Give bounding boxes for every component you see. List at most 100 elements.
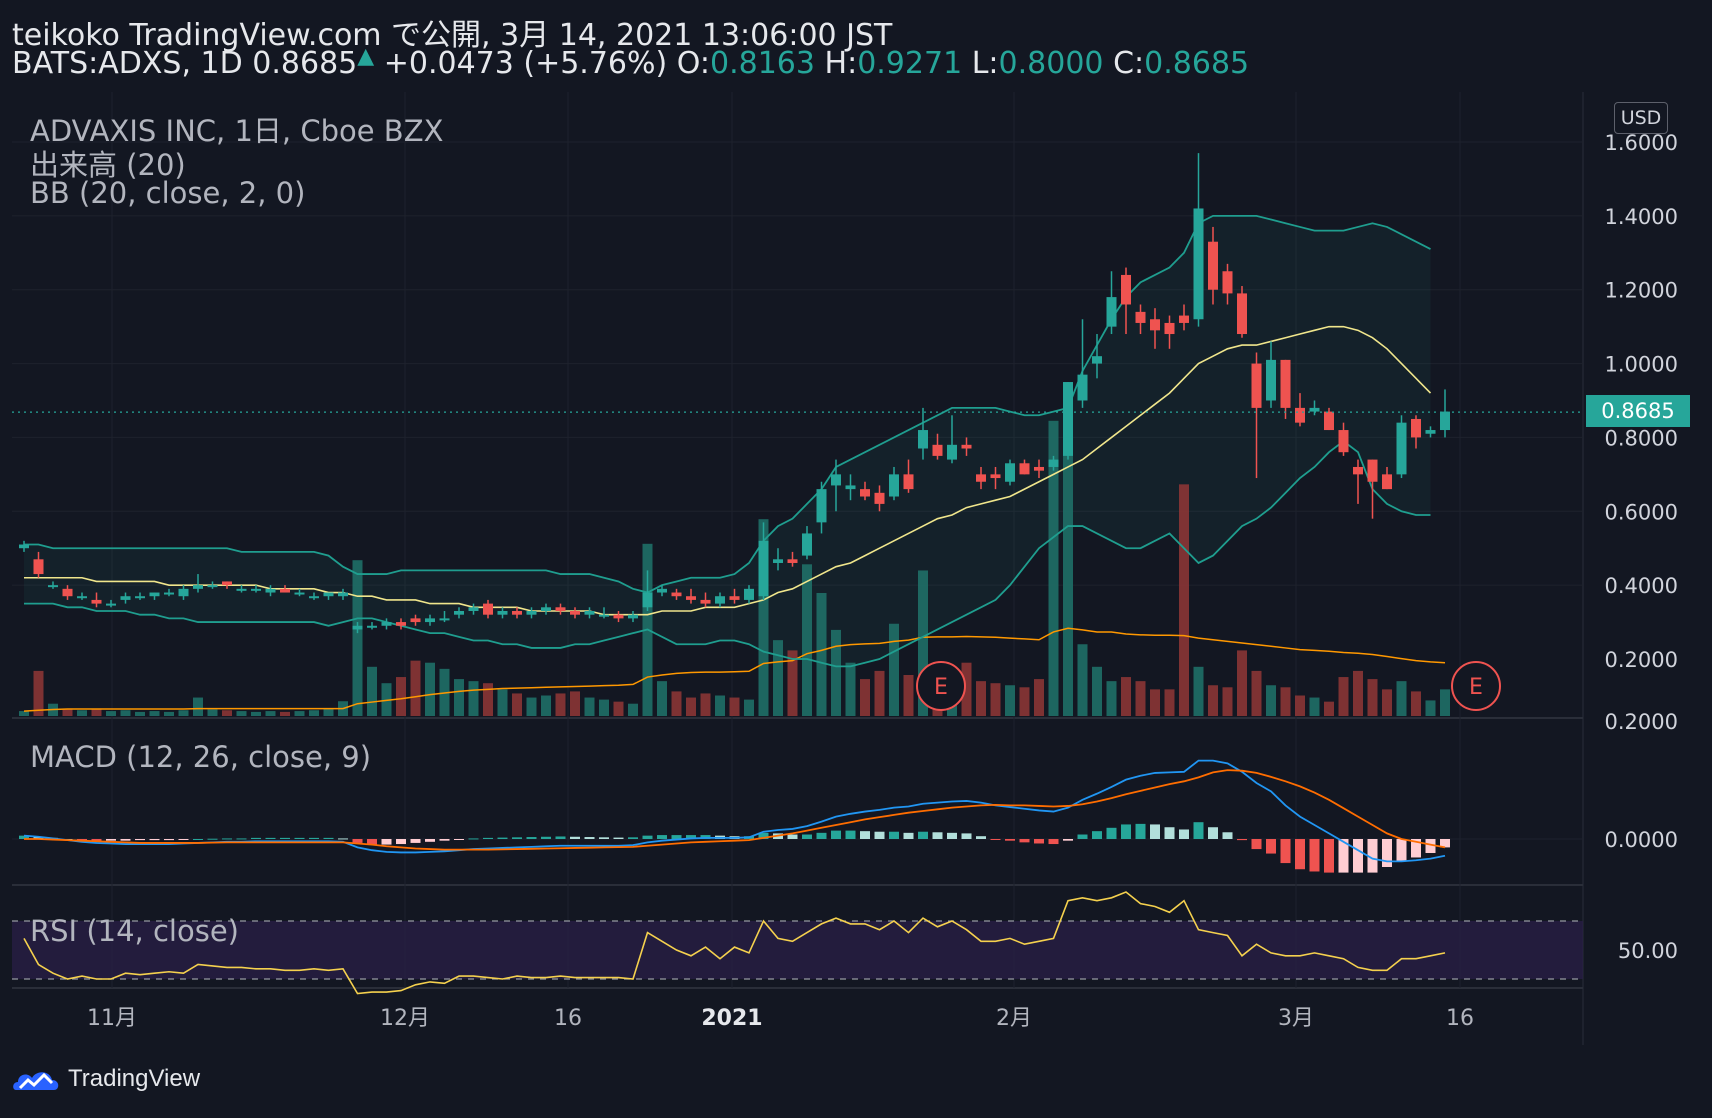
volume-bar — [280, 711, 290, 716]
candle — [1237, 286, 1247, 338]
volume-bar — [323, 708, 334, 716]
candle — [555, 603, 566, 615]
candle — [236, 585, 247, 593]
volume-bar — [294, 711, 305, 716]
candle — [1208, 226, 1218, 305]
candle-body — [1411, 418, 1421, 438]
candle-body — [483, 603, 493, 615]
candle-body — [1179, 315, 1189, 323]
macd-histogram-bar — [1440, 839, 1450, 848]
candle — [1440, 389, 1450, 438]
macd-histogram-bar — [1106, 827, 1117, 839]
volume-bar — [831, 629, 841, 716]
candle-body — [541, 607, 551, 611]
legend-main[interactable]: ADVAXIS INC, 1日, Cboe BZX — [30, 114, 444, 148]
candle-body — [222, 581, 232, 586]
price-tick-label: 0.2000 — [1605, 648, 1678, 672]
currency-button[interactable]: USD — [1614, 102, 1668, 134]
time-tick-label: 16 — [554, 1006, 582, 1031]
volume-bar — [599, 699, 609, 716]
candle — [1005, 459, 1015, 486]
candle-body — [1193, 208, 1204, 320]
volume-bar — [1295, 695, 1305, 716]
volume-bar — [1019, 687, 1030, 716]
candle-body — [1106, 297, 1117, 327]
macd-histogram-bar — [1005, 839, 1015, 841]
macd-histogram-bar — [236, 838, 247, 840]
candle-body — [918, 430, 928, 449]
candle-body — [570, 610, 580, 615]
volume-bar — [918, 570, 928, 716]
candle — [1077, 319, 1088, 408]
candle — [1048, 455, 1059, 471]
footer-brand[interactable]: TradingView — [12, 1064, 200, 1094]
candle-body — [700, 599, 711, 604]
symbol-interval[interactable]: BATS:ADXS, 1D — [12, 46, 243, 81]
macd-histogram-bar — [309, 837, 319, 839]
candle-body — [1396, 422, 1407, 475]
high-label: H: — [824, 46, 858, 81]
up-triangle-icon: ▲ — [357, 44, 375, 69]
candle-body — [164, 592, 174, 595]
candle — [1164, 315, 1175, 349]
candle — [773, 548, 783, 571]
candle-body — [236, 588, 247, 591]
volume-bar — [33, 670, 44, 716]
candle-body — [1092, 356, 1102, 364]
candle-body — [1425, 430, 1436, 434]
macd-histogram-bar — [178, 839, 189, 840]
last-price: 0.8685 — [252, 46, 358, 81]
volume-bar — [961, 662, 972, 716]
macd-histogram-bar — [599, 837, 609, 839]
candle — [976, 466, 986, 490]
candle-body — [468, 607, 479, 611]
volume-bar — [1222, 687, 1233, 716]
volume-bar — [990, 683, 1001, 716]
legend-volume[interactable]: 出来高 (20) — [30, 148, 186, 182]
low-label: L: — [971, 46, 999, 81]
volume-bar — [410, 660, 421, 716]
macd-histogram-bar — [1309, 839, 1320, 872]
candle — [1150, 308, 1160, 349]
candle — [1367, 459, 1378, 519]
candle — [686, 588, 696, 604]
volume-bar — [62, 708, 73, 716]
candle — [700, 592, 711, 608]
macd-histogram-bar — [1193, 822, 1204, 839]
macd-histogram-bar — [918, 831, 928, 839]
volume-bar — [468, 681, 479, 716]
candle-body — [1237, 293, 1247, 335]
macd-histogram-bar — [990, 839, 1001, 840]
legend-rsi[interactable]: RSI (14, close) — [30, 914, 239, 948]
volume-bar — [1396, 681, 1407, 716]
candle-body — [787, 559, 798, 563]
candle-body — [367, 625, 377, 628]
candle-body — [744, 588, 754, 600]
macd-histogram-bar — [251, 837, 261, 839]
candle — [584, 607, 595, 619]
candle-body — [613, 614, 624, 619]
legend-macd[interactable]: MACD (12, 26, close, 9) — [30, 740, 372, 774]
candle-body — [1251, 363, 1262, 408]
volume-bar — [1077, 644, 1088, 716]
candle-body — [599, 614, 609, 617]
macd-histogram-bar — [323, 837, 334, 839]
macd-histogram-bar — [19, 835, 29, 839]
candle — [860, 481, 870, 501]
macd-histogram-bar — [1208, 827, 1218, 839]
candle-body — [628, 614, 638, 619]
macd-histogram-bar — [91, 839, 102, 841]
volume-bar — [265, 711, 276, 716]
candle-body — [874, 492, 885, 504]
macd-histogram-bar — [613, 837, 624, 839]
price-tick-label: 1.4000 — [1605, 205, 1678, 229]
candle-body — [120, 596, 131, 600]
candle — [193, 574, 203, 593]
volume-bar — [309, 710, 319, 716]
candle-body — [1295, 407, 1305, 423]
legend-bb[interactable]: BB (20, close, 2, 0) — [30, 176, 306, 210]
macd-histogram-bar — [541, 836, 551, 839]
candle — [947, 415, 957, 464]
volume-bar — [1237, 650, 1247, 716]
